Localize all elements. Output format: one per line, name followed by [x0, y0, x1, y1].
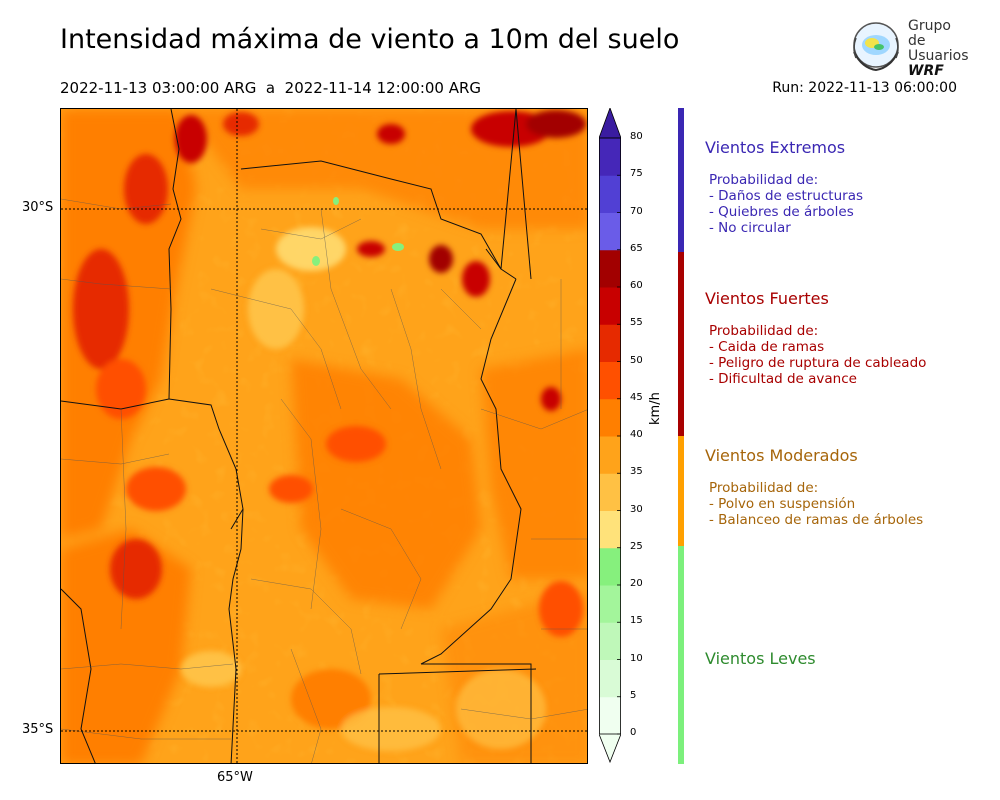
- colorbar-segment: [599, 585, 621, 623]
- logo-line-2: Usuarios: [908, 48, 969, 64]
- logo-line-1: Grupo de: [908, 18, 951, 49]
- colorbar-tick-label: 20: [630, 578, 643, 589]
- colorbar-segment: [599, 175, 621, 213]
- lat-label-30s: 30°S: [22, 200, 54, 215]
- colorbar-segment: [599, 696, 621, 735]
- category-bar-moderados: [678, 436, 684, 546]
- colorbar-segment: [599, 324, 621, 362]
- colorbar-segment: [599, 212, 621, 251]
- desc-line: - Dificultad de avance: [709, 371, 857, 387]
- colorbar-tick-label: 5: [630, 689, 637, 701]
- colorbar-tick-label: 70: [630, 205, 643, 217]
- desc-line: - No circular: [709, 220, 791, 236]
- colorbar-tick-label: 80: [630, 131, 643, 142]
- colorbar-tick-label: 65: [630, 242, 643, 254]
- colorbar-tick-label: 15: [630, 615, 643, 627]
- colorbar-segment: [599, 547, 621, 586]
- colorbar-segment: [599, 473, 621, 511]
- colorbar-tick-label: 60: [630, 280, 643, 291]
- desc-line: Probabilidad de:: [709, 172, 819, 188]
- colorbar-tick-label: 30: [630, 503, 643, 515]
- colorbar-segment: [599, 622, 621, 660]
- category-title-moderados: Vientos Moderados: [705, 446, 858, 465]
- category-title-fuertes: Vientos Fuertes: [705, 289, 829, 308]
- category-desc-fuertes: Probabilidad de: - Caida de ramas - Peli…: [709, 323, 926, 387]
- wind-field-svg: [61, 109, 587, 763]
- category-desc-extremos: Probabilidad de: - Daños de estructuras …: [709, 172, 863, 236]
- wind-map: [60, 108, 588, 764]
- run-timestamp: Run: 2022-11-13 06:00:00: [772, 80, 957, 96]
- colorbar-segment: [599, 510, 621, 549]
- lat-label-35s: 35°S: [22, 722, 54, 737]
- colorbar-tick-label: 25: [630, 540, 643, 552]
- colorbar-tick-label: 50: [630, 354, 643, 366]
- desc-line: - Balanceo de ramas de árboles: [709, 512, 924, 528]
- desc-line: - Polvo en suspensión: [709, 496, 856, 512]
- desc-line: - Peligro de ruptura de cableado: [709, 355, 927, 371]
- forecast-period: 2022-11-13 03:00:00 ARG a 2022-11-14 12:…: [60, 79, 482, 97]
- category-bar-fuertes: [678, 252, 684, 436]
- lon-label-65w: 65°W: [217, 770, 253, 785]
- category-bar-extremos: [678, 108, 684, 252]
- colorbar-segment: [599, 398, 621, 437]
- category-bar-leves: [678, 546, 684, 764]
- colorbar-tick-label: 45: [630, 391, 643, 403]
- category-desc-moderados: Probabilidad de: - Polvo en suspensión -…: [709, 480, 923, 528]
- desc-line: - Daños de estructuras: [709, 188, 864, 204]
- colorbar-tick-label: 75: [630, 168, 643, 180]
- desc-line: Probabilidad de:: [709, 323, 819, 339]
- logo-line-3: WRF: [908, 63, 944, 79]
- colorbar-tick-label: 40: [630, 429, 643, 440]
- colorbar-unit: km/h: [648, 392, 663, 425]
- colorbar-segment: [599, 138, 621, 176]
- map-title: Intensidad máxima de viento a 10m del su…: [60, 24, 680, 55]
- category-title-leves: Vientos Leves: [705, 649, 816, 668]
- globe-icon: [853, 22, 899, 72]
- desc-line: - Caida de ramas: [709, 339, 825, 355]
- colorbar-tick-label: 35: [630, 466, 643, 478]
- desc-line: Probabilidad de:: [709, 480, 819, 496]
- colorbar-segment: [599, 287, 621, 325]
- colorbar-extension-high: [599, 108, 621, 139]
- colorbar-tick-label: 55: [630, 317, 643, 329]
- colorbar-segment: [599, 436, 621, 474]
- colorbar-extension-low: [599, 733, 621, 764]
- colorbar-tick-label: 0: [630, 727, 637, 738]
- category-title-extremos: Vientos Extremos: [705, 138, 846, 157]
- desc-line: - Quiebres de árboles: [709, 204, 854, 220]
- colorbar-segment: [599, 361, 621, 400]
- grupo-usuarios-wrf-logo: Grupo de Usuarios WRF: [848, 18, 970, 79]
- colorbar-tick-label: 10: [630, 652, 643, 664]
- colorbar-segment: [599, 249, 621, 288]
- colorbar-segment: [599, 659, 621, 698]
- wind-speed-colorbar: [599, 108, 621, 764]
